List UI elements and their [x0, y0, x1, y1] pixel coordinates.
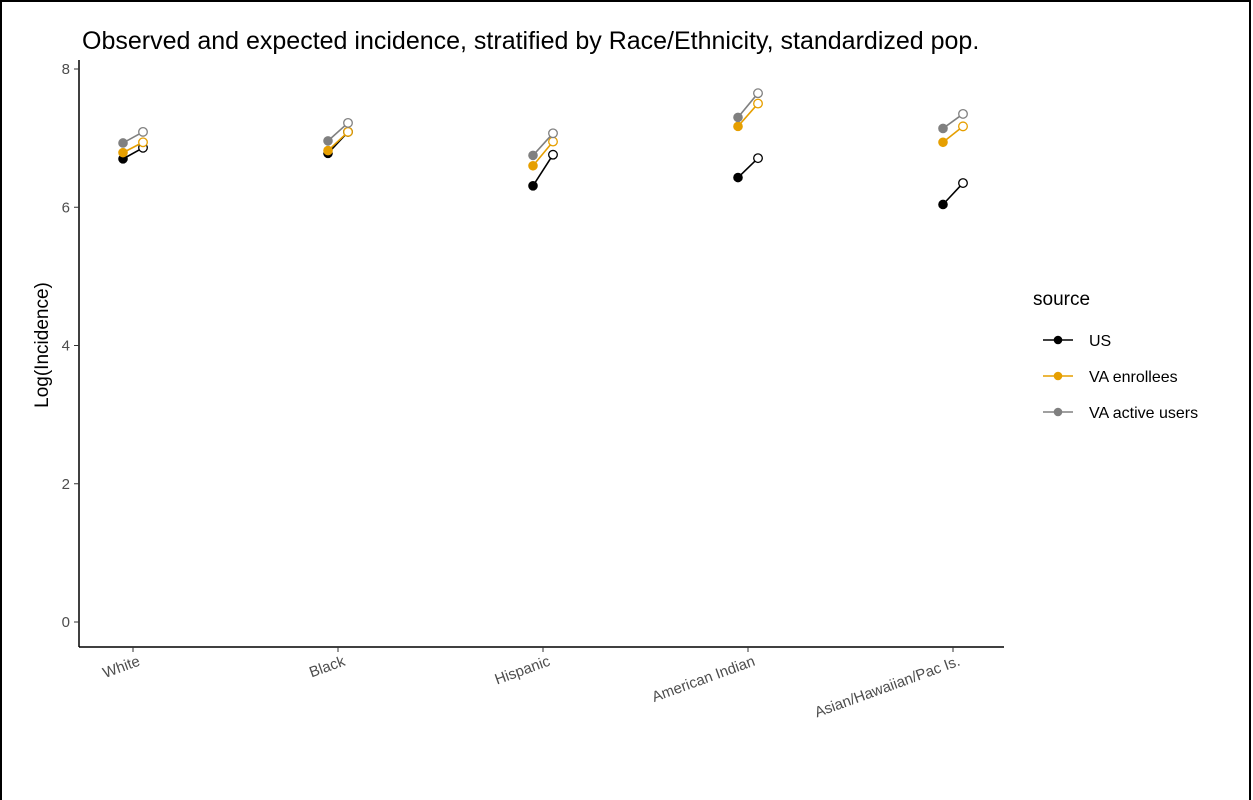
observed-point	[938, 137, 948, 148]
x-tick-label: Asian/Hawaiian/Pac Is.	[812, 653, 962, 721]
y-tick-label: 0	[62, 614, 70, 631]
expected-point	[138, 137, 148, 148]
observed-point	[938, 199, 948, 210]
observed-point	[733, 172, 743, 183]
expected-point	[753, 98, 763, 109]
expected-point	[548, 128, 558, 139]
expected-point	[958, 108, 968, 119]
axes: 0 2 4 6 8 White Black Hispanic American Indian As…	[32, 60, 1004, 721]
observed-point	[528, 181, 538, 191]
legend-title: source	[1033, 289, 1090, 310]
expected-point	[343, 117, 353, 128]
chart-title: Observed and expected incidence, stratif…	[82, 27, 980, 55]
x-tick-label: Black	[307, 653, 348, 682]
expected-point	[753, 88, 763, 99]
y-tick-label: 8	[62, 61, 70, 78]
legend-label: VA enrollees	[1089, 369, 1178, 386]
expected-point	[343, 126, 353, 137]
legend: source US VA enrollees VA active users	[1033, 289, 1198, 422]
observed-point	[323, 145, 333, 156]
observed-point	[528, 150, 538, 161]
legend-key-point	[1053, 407, 1063, 417]
expected-point	[958, 121, 968, 132]
series-segment	[737, 103, 759, 127]
series-segment	[737, 92, 759, 118]
expected-point	[958, 178, 968, 189]
series-segment	[532, 132, 554, 156]
observed-point	[733, 112, 743, 123]
x-tick-label: American Indian	[650, 653, 758, 706]
series-segment	[532, 154, 554, 187]
observed-point	[528, 160, 538, 171]
observed-point	[938, 123, 948, 134]
observed-point	[118, 138, 128, 148]
y-tick-label: 4	[62, 338, 70, 355]
observed-point	[733, 121, 743, 132]
legend-label: VA active users	[1089, 405, 1198, 422]
observed-point	[118, 147, 128, 158]
observed-point	[323, 136, 333, 146]
expected-point	[548, 149, 558, 160]
y-axis-label: Log(Incidence)	[32, 282, 53, 408]
x-tick-label: White	[101, 653, 143, 682]
chart-marks	[118, 88, 968, 210]
legend-key-point	[1053, 335, 1063, 345]
legend-label: US	[1089, 333, 1111, 350]
x-tick-label: Hispanic	[492, 653, 552, 689]
y-tick-label: 2	[62, 476, 70, 493]
series-segment	[532, 141, 554, 167]
y-tick-label: 6	[62, 199, 70, 216]
expected-point	[753, 153, 763, 164]
legend-key-point	[1053, 371, 1063, 381]
expected-point	[138, 126, 148, 137]
expected-point	[548, 136, 558, 147]
